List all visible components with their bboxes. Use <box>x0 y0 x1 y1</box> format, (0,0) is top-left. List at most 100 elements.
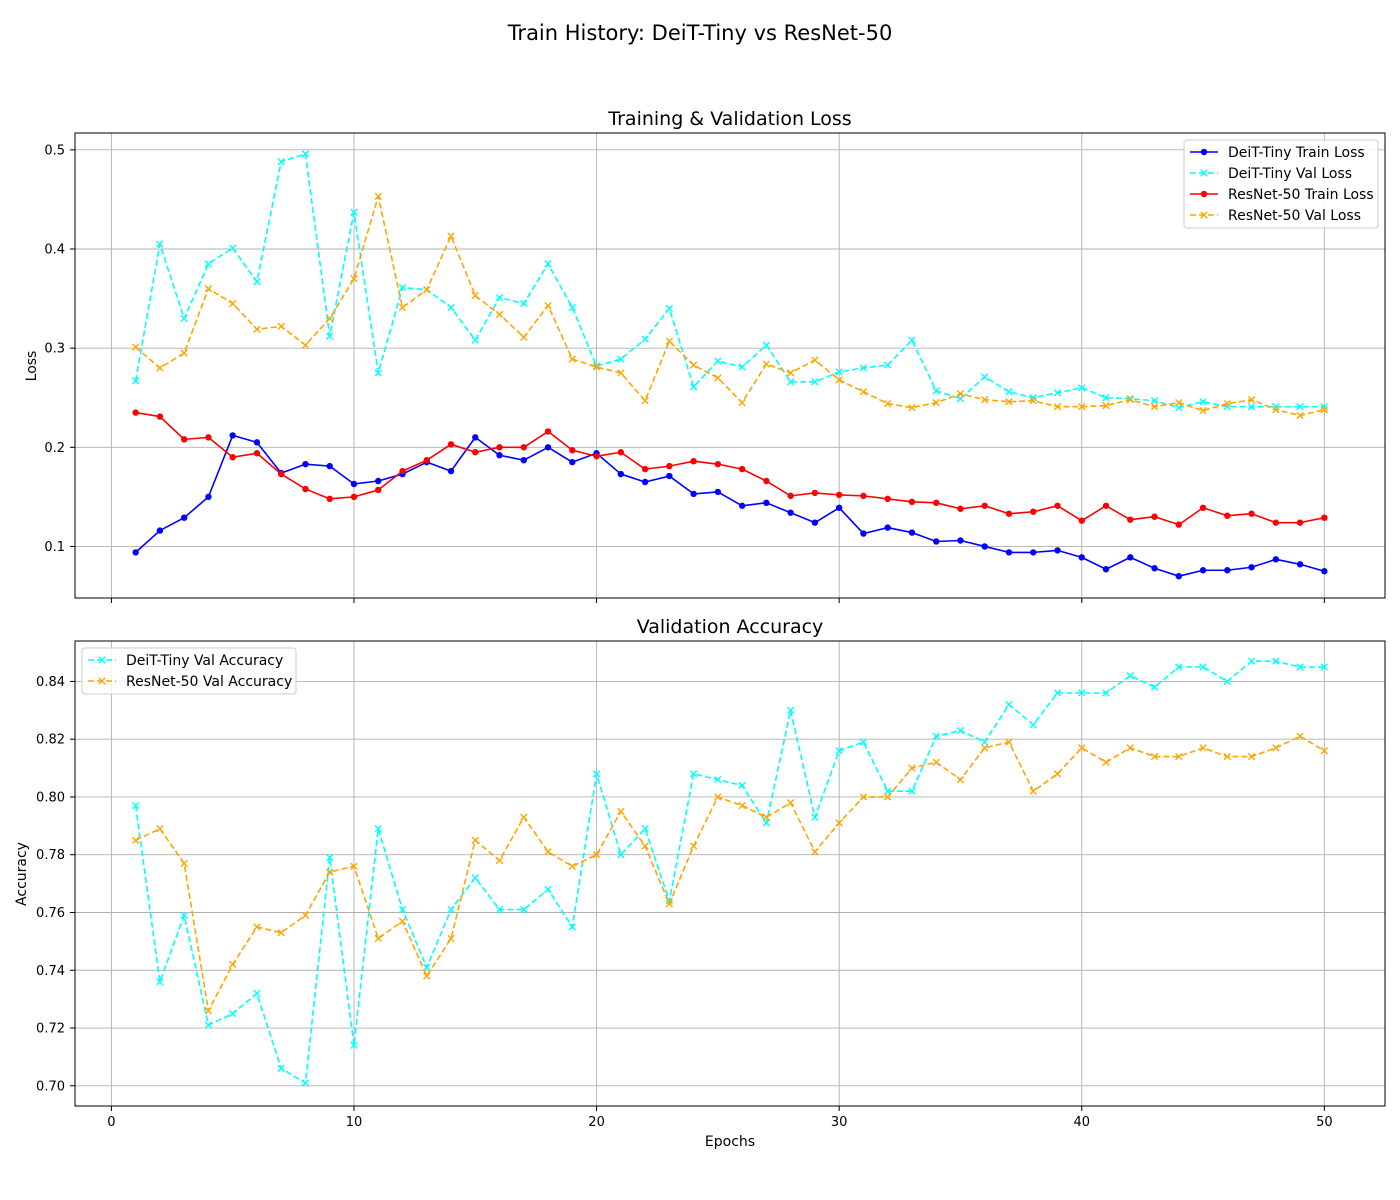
deit-tiny-val-loss-point-21 <box>617 355 625 363</box>
resnet-50-val-loss-point-34 <box>932 398 940 407</box>
legend-label-resnet-50-val-accuracy: ResNet-50 Val Accuracy <box>126 674 292 690</box>
deit-tiny-val-loss-point-19 <box>568 303 577 312</box>
accuracy-legend: DeiT-Tiny Val Accuracy ResNet-50 Val Accu… <box>81 647 297 695</box>
deit-tiny-train-loss-point-46 <box>1224 567 1231 574</box>
resnet-50-val-loss-point-21 <box>617 369 625 377</box>
resnet-50-train-loss-point-14 <box>447 441 455 448</box>
legend-label-resnet-50-train-loss: ResNet-50 Train Loss <box>1228 187 1374 203</box>
resnet-50-val-loss-point-10 <box>350 275 358 283</box>
accuracy-y-axis-label: Accuracy <box>14 842 30 906</box>
deit-tiny-train-loss-point-4 <box>205 493 212 501</box>
resnet-50-train-loss-point-50 <box>1321 514 1328 521</box>
legend-label-deit-tiny-train-loss: DeiT-Tiny Train Loss <box>1228 145 1365 161</box>
deit-tiny-train-loss-point-48 <box>1272 556 1280 563</box>
resnet-50-val-loss-point-38 <box>1029 397 1037 405</box>
resnet-50-train-loss-point-28 <box>787 492 794 500</box>
resnet-50-val-accuracy-point-38 <box>1029 787 1037 795</box>
deit-tiny-val-accuracy-point-44 <box>1175 663 1183 671</box>
resnet-50-val-accuracy-point-12 <box>398 917 407 925</box>
resnet-50-val-accuracy-point-10 <box>350 862 358 870</box>
loss-plot: 0.1 0.2 0.3 0.4 0.5 Training & Validation Lo… <box>24 108 1386 603</box>
deit-tiny-val-accuracy-point-41 <box>1102 689 1110 697</box>
deit-tiny-val-loss-point-28 <box>786 378 795 386</box>
resnet-50-val-accuracy-point-22 <box>641 842 649 850</box>
legend-marker-deit-tiny-train-loss <box>1200 148 1208 156</box>
resnet-50-train-loss-point-42 <box>1127 516 1134 523</box>
resnet-50-val-loss-point-39 <box>1053 402 1062 411</box>
deit-tiny-val-loss-point-12 <box>398 283 407 292</box>
resnet-50-val-loss-point-1 <box>131 343 140 351</box>
resnet-50-val-accuracy-point-2 <box>156 825 164 833</box>
deit-tiny-val-loss-line <box>134 153 1325 409</box>
deit-tiny-val-accuracy-point-29 <box>811 813 819 821</box>
resnet-50-train-loss-point-8 <box>302 485 309 493</box>
resnet-50-val-loss-point-31 <box>859 388 868 396</box>
deit-tiny-train-loss-point-14 <box>447 467 455 475</box>
deit-tiny-train-loss-point-24 <box>690 490 697 498</box>
resnet-50-train-loss-point-30 <box>835 491 843 499</box>
resnet-50-train-loss-point-31 <box>860 492 867 500</box>
deit-tiny-val-accuracy-point-14 <box>447 905 455 914</box>
deit-tiny-val-accuracy-point-6 <box>253 989 261 998</box>
deit-tiny-train-loss-point-27 <box>763 499 770 507</box>
deit-tiny-val-loss-point-15 <box>471 336 479 344</box>
resnet-50-train-loss-point-6 <box>253 450 261 457</box>
resnet-50-val-accuracy-point-21 <box>617 807 625 816</box>
deit-tiny-train-loss-point-40 <box>1078 554 1085 561</box>
resnet-50-val-accuracy-point-48 <box>1272 744 1280 752</box>
deit-tiny-val-accuracy-point-37 <box>1005 700 1013 709</box>
deit-tiny-train-loss-point-8 <box>302 460 309 468</box>
resnet-50-val-accuracy-point-32 <box>883 793 892 801</box>
deit-tiny-train-loss-point-47 <box>1248 564 1255 571</box>
resnet-50-val-loss-point-49 <box>1296 411 1304 420</box>
series-deit-tiny-train-loss <box>132 432 1328 580</box>
deit-tiny-train-loss-point-16 <box>496 452 503 459</box>
resnet-50-val-accuracy-point-23 <box>665 900 674 908</box>
resnet-50-val-loss-point-25 <box>714 374 722 382</box>
resnet-50-val-accuracy-point-47 <box>1247 752 1256 761</box>
resnet-50-val-loss-line <box>135 195 1325 417</box>
x-axis-label: Epochs <box>705 1134 755 1150</box>
resnet-50-val-loss-point-50 <box>1320 405 1329 414</box>
deit-tiny-val-accuracy-point-33 <box>908 787 916 795</box>
deit-tiny-val-accuracy-point-9 <box>326 853 334 862</box>
resnet-50-val-accuracy-point-44 <box>1175 752 1183 761</box>
deit-tiny-train-loss-point-34 <box>933 538 940 545</box>
resnet-50-val-accuracy-point-50 <box>1320 747 1329 755</box>
resnet-50-val-accuracy-point-28 <box>786 799 795 807</box>
resnet-50-train-loss-point-17 <box>520 444 527 451</box>
resnet-50-val-loss-point-35 <box>956 390 965 398</box>
resnet-50-val-loss-point-33 <box>908 403 916 412</box>
accuracy-x-tick-label-40: 40 <box>1073 1115 1090 1130</box>
resnet-50-val-loss-point-47 <box>1247 396 1256 404</box>
resnet-50-val-loss-point-44 <box>1175 398 1183 407</box>
resnet-50-train-loss-point-33 <box>908 498 916 506</box>
deit-tiny-train-loss-point-39 <box>1054 547 1061 554</box>
legend-marker-resnet-50-val-accuracy <box>98 677 106 685</box>
deit-tiny-train-loss-point-43 <box>1151 565 1158 572</box>
deit-tiny-val-loss-point-1 <box>131 377 140 385</box>
accuracy-x-tick-label-20: 20 <box>588 1115 605 1130</box>
resnet-50-val-accuracy-point-26 <box>738 801 746 810</box>
resnet-50-train-loss-point-36 <box>981 502 988 509</box>
resnet-50-train-loss-point-35 <box>957 505 964 512</box>
deit-tiny-train-loss-point-10 <box>350 480 358 488</box>
deit-tiny-val-accuracy-point-18 <box>544 885 552 894</box>
deit-tiny-val-loss-point-40 <box>1078 384 1086 392</box>
deit-tiny-train-loss-point-29 <box>811 519 819 526</box>
deit-tiny-val-loss-point-36 <box>981 373 989 381</box>
resnet-50-train-loss-point-10 <box>350 493 358 501</box>
deit-tiny-val-accuracy-point-46 <box>1223 677 1232 686</box>
resnet-50-train-loss-point-1 <box>132 409 139 416</box>
deit-tiny-train-loss-point-41 <box>1102 566 1110 573</box>
deit-tiny-val-loss-point-33 <box>908 336 916 344</box>
deit-tiny-train-loss-point-18 <box>544 444 552 451</box>
resnet-50-val-loss-point-37 <box>1005 397 1013 406</box>
resnet-50-val-accuracy-point-29 <box>811 848 819 856</box>
resnet-50-train-loss-point-43 <box>1151 513 1158 520</box>
resnet-50-val-loss-point-13 <box>423 285 431 294</box>
deit-tiny-val-accuracy-point-40 <box>1078 689 1086 697</box>
series-resnet-50-val-accuracy <box>131 732 1329 1015</box>
resnet-50-train-loss-point-16 <box>496 444 503 451</box>
accuracy-x-tick-label-30: 30 <box>831 1115 848 1130</box>
